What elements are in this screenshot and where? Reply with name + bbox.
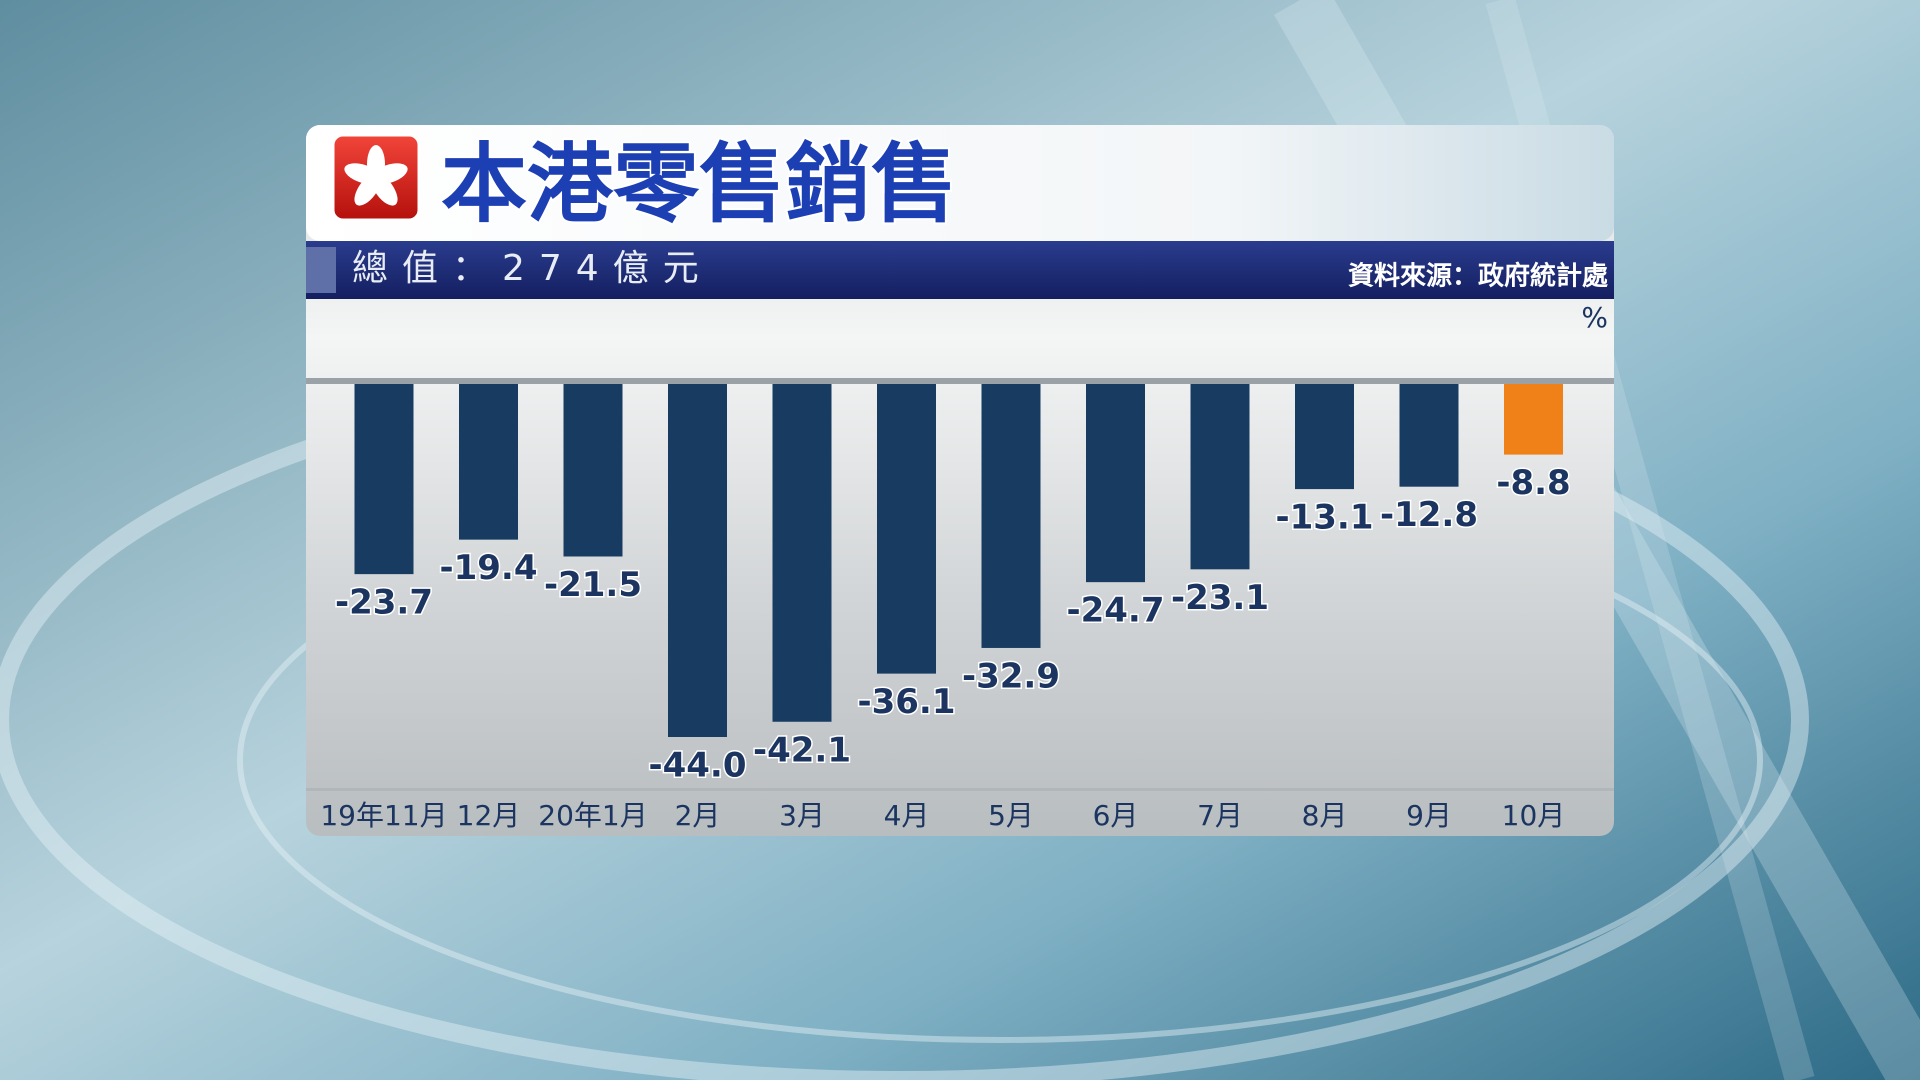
data-label: -8.8 — [1496, 463, 1570, 503]
data-label: -36.1 — [858, 682, 956, 722]
bar — [877, 384, 936, 674]
x-tick-label: 20年1月 — [538, 799, 647, 832]
info-band — [306, 241, 1614, 299]
axis-line — [306, 788, 1614, 791]
data-label: -32.9 — [962, 656, 1060, 696]
data-label: -12.8 — [1380, 495, 1478, 535]
bar — [354, 384, 414, 575]
bar — [668, 384, 727, 737]
band-accent — [306, 247, 336, 293]
bar — [1086, 384, 1145, 583]
x-tick-label: 3月 — [779, 799, 825, 832]
subtitle: 總值：274億元 — [352, 248, 713, 289]
x-tick-label: 6月 — [1093, 799, 1139, 832]
bar — [1399, 384, 1459, 487]
chart-title: 本港零售銷售 — [441, 134, 957, 234]
data-label: -23.1 — [1171, 578, 1269, 618]
header — [306, 125, 1614, 241]
x-tick-label: 4月 — [884, 799, 930, 832]
bar — [459, 384, 518, 540]
data-label: -24.7 — [1067, 591, 1165, 631]
bar — [1504, 384, 1563, 455]
data-label: -23.7 — [335, 583, 433, 623]
unit-label: % — [1581, 301, 1608, 334]
x-tick-label: 12月 — [457, 799, 521, 832]
bar — [1190, 384, 1250, 570]
x-tick-label: 2月 — [675, 799, 721, 832]
data-label: -19.4 — [440, 548, 538, 588]
bar — [563, 384, 623, 557]
panel — [306, 125, 1614, 836]
x-tick-label: 19年11月 — [320, 799, 447, 832]
x-tick-label: 10月 — [1502, 799, 1566, 832]
bar — [981, 384, 1041, 648]
bar — [772, 384, 832, 722]
x-tick-label: 9月 — [1406, 799, 1452, 832]
logo-flower — [344, 145, 408, 206]
data-label: -13.1 — [1276, 498, 1374, 538]
bar — [1295, 384, 1354, 490]
x-tick-label: 7月 — [1197, 799, 1243, 832]
data-label: -21.5 — [544, 565, 642, 605]
data-label: -44.0 — [649, 746, 747, 786]
source: 資料來源：政府統計處 — [1348, 261, 1608, 292]
baseline — [306, 378, 1614, 384]
x-tick-label: 5月 — [988, 799, 1034, 832]
data-label: -42.1 — [753, 730, 851, 770]
x-tick-label: 8月 — [1302, 799, 1348, 832]
